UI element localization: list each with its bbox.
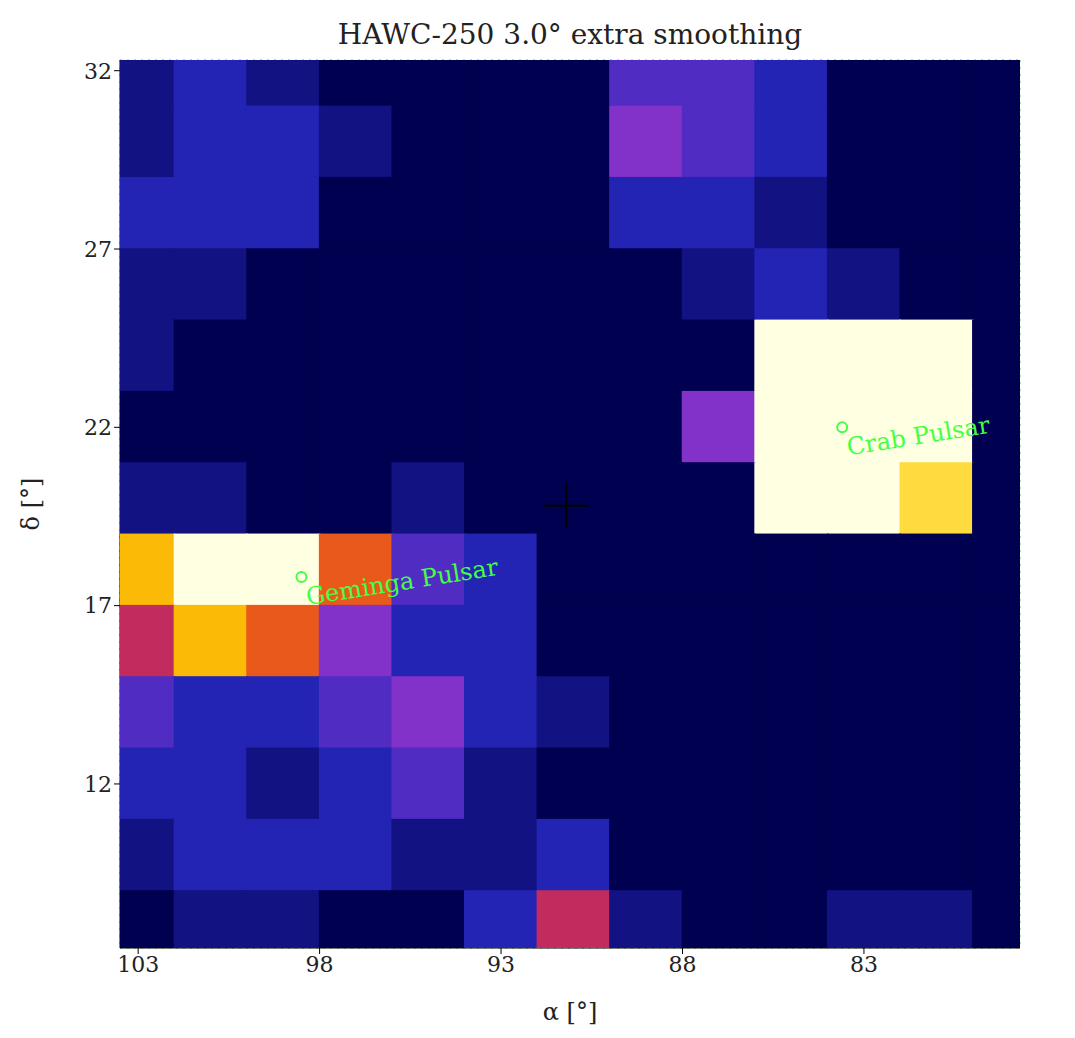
svg-text:98: 98	[306, 952, 334, 977]
svg-text:27: 27	[84, 237, 112, 262]
svg-text:88: 88	[669, 952, 697, 977]
html-text:HAWC-250 3.0° extra smoothing: HAWC-250 3.0° extra smoothing	[337, 18, 803, 51]
svg-text:83: 83	[850, 952, 878, 977]
svg-text:22: 22	[84, 415, 112, 440]
svg-text:Crab Pulsar: Crab Pulsar	[845, 411, 993, 461]
svg-text:α [°]: α [°]	[543, 998, 598, 1026]
svg-text:12: 12	[84, 772, 112, 797]
svg-text:32: 32	[84, 59, 112, 84]
svg-text:17: 17	[84, 593, 112, 618]
svg-text:δ [°]: δ [°]	[17, 478, 45, 531]
svg-text:Geminga Pulsar: Geminga Pulsar	[304, 553, 500, 611]
svg-text:93: 93	[487, 952, 515, 977]
svg-text:103: 103	[117, 952, 159, 977]
